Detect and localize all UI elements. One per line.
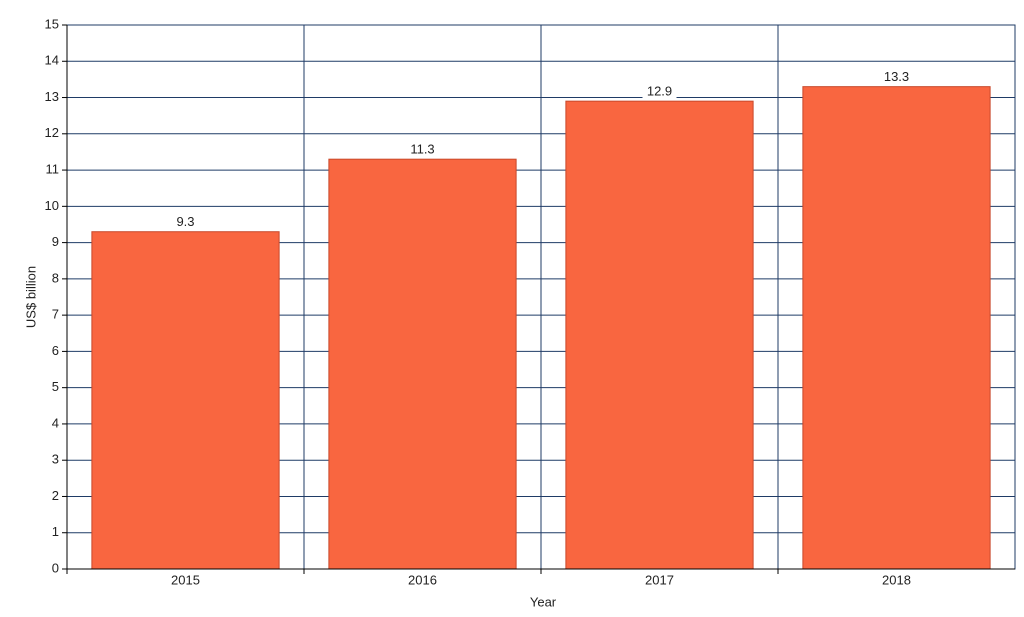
data-label: 9.3 bbox=[176, 214, 194, 229]
x-tick-label: 2017 bbox=[645, 572, 674, 587]
bar bbox=[91, 231, 280, 570]
y-tick-label: 9 bbox=[52, 234, 59, 249]
y-tick-label: 8 bbox=[52, 270, 59, 285]
x-tick-label: 2016 bbox=[408, 572, 437, 587]
bar bbox=[565, 100, 754, 570]
y-tick-label: 5 bbox=[52, 379, 59, 394]
y-tick-label: 7 bbox=[52, 307, 59, 322]
data-label: 12.9 bbox=[647, 84, 672, 99]
y-axis-label: US$ billion bbox=[23, 266, 38, 328]
x-axis-label: Year bbox=[530, 594, 557, 609]
y-tick-label: 3 bbox=[52, 452, 59, 467]
x-tick-label: 2015 bbox=[171, 572, 200, 587]
y-tick-label: 12 bbox=[45, 125, 59, 140]
y-tick-label: 13 bbox=[45, 89, 59, 104]
bar bbox=[802, 86, 991, 570]
data-label-bg bbox=[642, 85, 677, 100]
bar bbox=[328, 158, 517, 570]
data-label-bg bbox=[405, 143, 440, 158]
data-label: 13.3 bbox=[884, 69, 909, 84]
x-tick-label: 2018 bbox=[882, 572, 911, 587]
data-label: 11.3 bbox=[410, 142, 434, 157]
y-tick-label: 0 bbox=[52, 560, 59, 575]
y-tick-label: 1 bbox=[52, 524, 59, 539]
y-tick-label: 15 bbox=[45, 16, 59, 31]
y-tick-label: 2 bbox=[52, 488, 59, 503]
y-tick-label: 4 bbox=[52, 415, 59, 430]
data-label-bg bbox=[168, 215, 203, 230]
y-tick-label: 10 bbox=[45, 198, 59, 213]
y-tick-label: 14 bbox=[45, 53, 59, 68]
y-tick-label: 11 bbox=[46, 162, 60, 177]
y-tick-label: 6 bbox=[52, 343, 59, 358]
data-label-bg bbox=[879, 70, 914, 85]
